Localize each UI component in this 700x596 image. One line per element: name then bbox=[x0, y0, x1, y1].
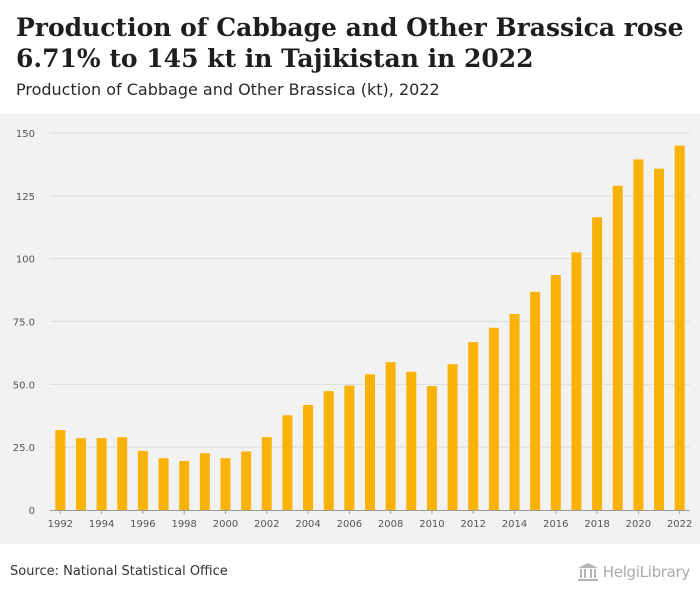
x-tick-label: 2012 bbox=[460, 519, 485, 530]
x-tick-label: 2022 bbox=[667, 519, 692, 530]
plot-area: 0 25.0 50.0 75.0 100 125 150 1992 1994 1996 1998 2… bbox=[0, 114, 700, 544]
brand-name: HelgiLibrary bbox=[602, 563, 691, 581]
bar-2022 bbox=[674, 145, 685, 511]
bar-2011 bbox=[447, 364, 458, 510]
bar-1998 bbox=[179, 460, 190, 510]
bar-2012 bbox=[468, 342, 479, 510]
bar-1997 bbox=[158, 458, 169, 510]
bar-2013 bbox=[488, 327, 499, 510]
bar-1993 bbox=[75, 438, 86, 510]
brand-logo[interactable]: HelgiLibrary bbox=[577, 560, 690, 584]
chart-footer: Source: National Statistical Office Helg… bbox=[0, 544, 700, 596]
bar-1994 bbox=[96, 438, 107, 510]
gridlines bbox=[50, 132, 690, 448]
bar-2006 bbox=[344, 385, 355, 510]
x-axis-ticks: 1992 1994 1996 1998 2000 2002 2004 2006 2008 2010… bbox=[48, 510, 692, 530]
x-tick-label: 2008 bbox=[378, 519, 403, 530]
bar-2007 bbox=[365, 374, 375, 510]
x-tick-label: 2016 bbox=[543, 519, 568, 530]
bar-2014 bbox=[509, 313, 520, 510]
y-tick-label: 50.0 bbox=[13, 380, 35, 391]
chart-title: Production of Cabbage and Other Brassica… bbox=[16, 13, 684, 73]
y-axis-ticks: 0 25.0 50.0 75.0 100 125 150 bbox=[13, 129, 35, 517]
bar-2000 bbox=[220, 458, 231, 510]
bar-1996 bbox=[137, 450, 148, 510]
chart-header: Production of Cabbage and Other Brassica… bbox=[0, 0, 700, 114]
bar-2018 bbox=[592, 217, 603, 510]
x-tick-label: 2006 bbox=[337, 519, 362, 530]
bars bbox=[55, 145, 685, 511]
y-tick-label: 25.0 bbox=[13, 443, 35, 454]
x-tick-label: 1998 bbox=[171, 519, 196, 530]
bar-2009 bbox=[406, 371, 417, 510]
x-tick-label: 2004 bbox=[295, 519, 320, 530]
bar-2015 bbox=[530, 291, 541, 510]
x-tick-label: 2010 bbox=[419, 519, 444, 530]
x-tick-label: 2018 bbox=[584, 519, 609, 530]
bar-2001 bbox=[241, 451, 252, 510]
bar-2019 bbox=[612, 185, 623, 510]
bar-2017 bbox=[571, 252, 582, 510]
bar-1995 bbox=[117, 437, 128, 510]
bar-2004 bbox=[303, 404, 314, 510]
bar-2020 bbox=[633, 159, 644, 510]
bar-2016 bbox=[550, 275, 561, 510]
bar-2021 bbox=[654, 168, 665, 510]
bar-2005 bbox=[323, 391, 334, 510]
x-tick-label: 1994 bbox=[89, 519, 114, 530]
y-tick-label: 125 bbox=[16, 192, 35, 203]
x-tick-label: 1996 bbox=[130, 519, 155, 530]
bar-1992 bbox=[55, 430, 66, 510]
bar-1999 bbox=[199, 453, 210, 510]
x-tick-label: 2020 bbox=[626, 519, 651, 530]
x-tick-label: 2014 bbox=[502, 519, 527, 530]
x-tick-label: 2002 bbox=[254, 519, 279, 530]
y-tick-label: 75.0 bbox=[13, 318, 35, 329]
y-tick-label: 0 bbox=[29, 506, 35, 517]
bar-chart: 0 25.0 50.0 75.0 100 125 150 1992 1994 1996 1998 2… bbox=[13, 129, 693, 530]
y-tick-label: 150 bbox=[16, 129, 35, 140]
bar-2002 bbox=[261, 437, 272, 510]
y-tick-label: 100 bbox=[16, 255, 35, 266]
bar-2010 bbox=[426, 386, 437, 510]
chart-subtitle: Production of Cabbage and Other Brassica… bbox=[16, 80, 440, 99]
x-tick-label: 1992 bbox=[48, 519, 73, 530]
library-building-icon bbox=[577, 563, 598, 581]
x-tick-label: 2000 bbox=[213, 519, 238, 530]
bar-2008 bbox=[385, 362, 396, 510]
source-note: Source: National Statistical Office bbox=[10, 564, 228, 579]
bar-2003 bbox=[282, 415, 293, 510]
